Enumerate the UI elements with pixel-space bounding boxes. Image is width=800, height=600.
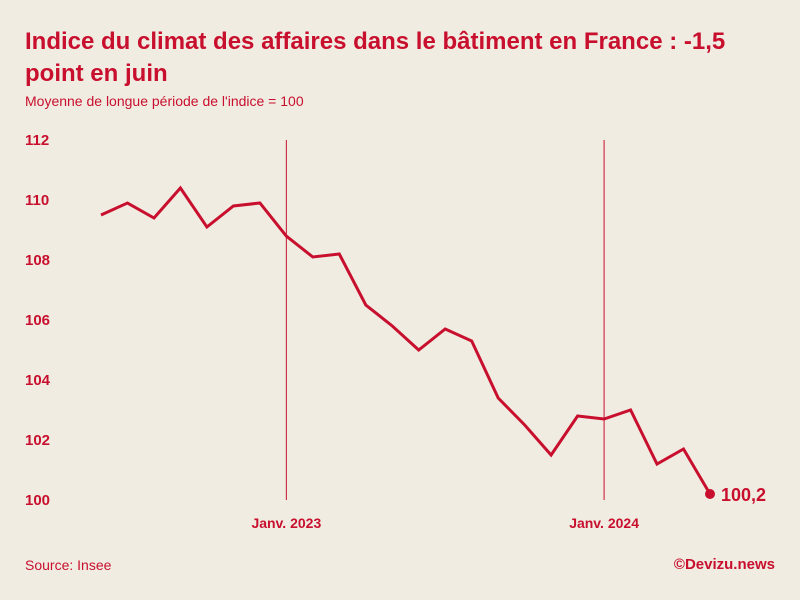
- source-note: Source: Insee: [25, 557, 112, 573]
- y-tick-label: 100: [25, 492, 50, 509]
- y-tick-label: 110: [25, 192, 49, 209]
- x-tick-label: Janv. 2024: [569, 515, 639, 531]
- end-value-label: 100,2: [721, 485, 766, 505]
- y-tick-label: 112: [25, 132, 49, 149]
- y-tick-label: 108: [25, 252, 50, 269]
- x-tick-label: Janv. 2023: [251, 515, 321, 531]
- x-axis: Janv. 2023 Janv. 2024: [251, 515, 639, 531]
- chart-subtitle: Moyenne de longue période de l'indice = …: [25, 93, 304, 109]
- series-layer: 100,2: [100, 185, 766, 505]
- chart-title: Indice du climat des affaires dans le bâ…: [25, 28, 726, 87]
- x-markers: [285, 140, 605, 500]
- y-tick-label: 104: [25, 372, 51, 389]
- y-tick-label: 106: [25, 312, 50, 329]
- credit-note: ©Devizu.news: [673, 556, 775, 573]
- y-axis: 100 102 104 106 108 110 112: [25, 132, 51, 509]
- series-line: [100, 185, 712, 495]
- end-point: [705, 489, 715, 499]
- y-tick-label: 102: [25, 432, 50, 449]
